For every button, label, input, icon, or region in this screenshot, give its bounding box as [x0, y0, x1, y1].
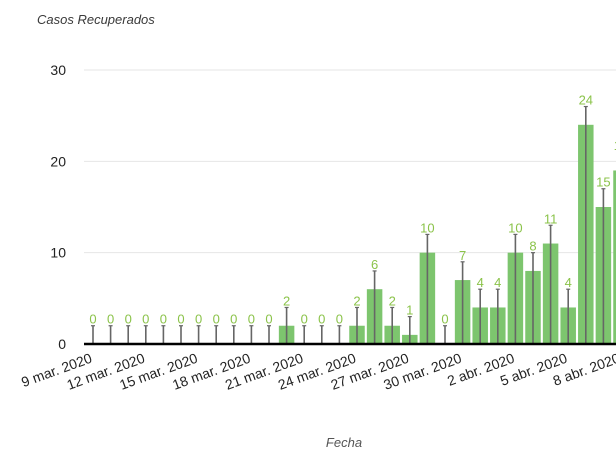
y-tick-label: 20 — [50, 153, 66, 169]
data-labels: 0000000000020002621100744108114241519 — [89, 93, 616, 327]
data-label: 2 — [353, 293, 360, 308]
data-label: 8 — [529, 239, 536, 254]
data-label: 7 — [459, 248, 466, 263]
data-label: 0 — [107, 312, 114, 327]
data-label: 0 — [160, 312, 167, 327]
data-label: 0 — [301, 312, 308, 327]
y-axis-title: Casos Recuperados — [37, 12, 155, 27]
data-label: 10 — [508, 220, 522, 235]
data-label: 4 — [477, 275, 484, 290]
grid-lines — [84, 69, 616, 254]
y-tick-label: 30 — [50, 62, 66, 78]
data-label: 10 — [420, 220, 434, 235]
data-label: 2 — [283, 293, 290, 308]
data-label: 0 — [213, 312, 220, 327]
x-axis-title: Fecha — [326, 435, 362, 450]
data-label: 0 — [89, 312, 96, 327]
error-bars — [91, 105, 606, 344]
data-label: 0 — [177, 312, 184, 327]
data-label: 0 — [230, 312, 237, 327]
data-label: 4 — [494, 275, 501, 290]
data-label: 0 — [441, 312, 448, 327]
data-label: 4 — [565, 275, 572, 290]
data-label: 0 — [336, 312, 343, 327]
data-label: 2 — [389, 293, 396, 308]
data-label: 0 — [318, 312, 325, 327]
data-label: 1 — [406, 303, 413, 318]
data-label: 19 — [614, 138, 616, 153]
y-axis-ticks: 0 10 20 30 — [50, 62, 66, 352]
data-label: 11 — [544, 211, 558, 226]
data-label: 15 — [596, 175, 610, 190]
y-tick-label: 10 — [50, 245, 66, 261]
data-label: 0 — [142, 312, 149, 327]
data-label: 0 — [265, 312, 272, 327]
data-label: 0 — [248, 312, 255, 327]
y-tick-label: 0 — [58, 336, 66, 352]
data-label: 6 — [371, 257, 378, 272]
bar — [613, 170, 616, 344]
data-label: 0 — [125, 312, 132, 327]
data-label: 0 — [195, 312, 202, 327]
data-label: 24 — [579, 93, 593, 108]
